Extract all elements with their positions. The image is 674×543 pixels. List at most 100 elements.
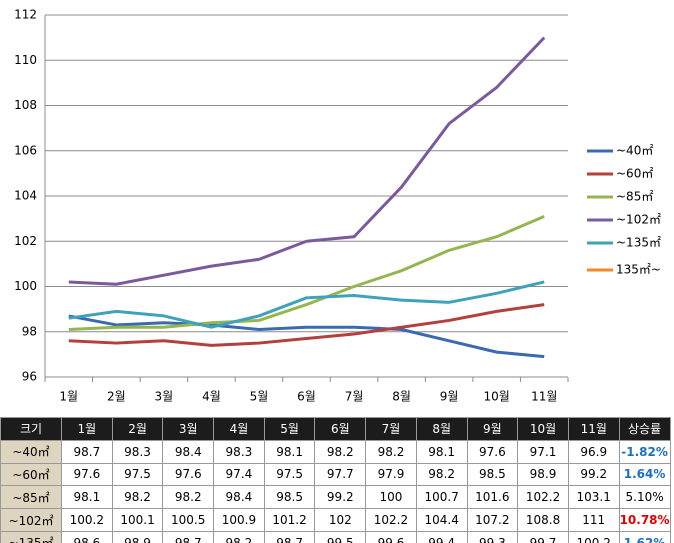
table-cell: 2월 xyxy=(111,417,164,441)
table-cell: 98.4 xyxy=(162,439,215,464)
table-cell: 97.6 xyxy=(61,462,113,487)
table-cell: 102.2 xyxy=(517,485,569,510)
table-cell: 98.1 xyxy=(61,485,113,510)
y-tick-label: 106 xyxy=(14,143,37,157)
table-cell: 100 xyxy=(365,485,417,510)
table-cell: 111 xyxy=(567,508,620,532)
chart: 96 98 100 102 104 106 108 110 112 1월 2월 3월 4월 5월 6월 7월 8… xyxy=(14,8,661,404)
table-cell: 98.1 xyxy=(415,439,468,464)
table-cell: 102 xyxy=(314,508,367,532)
table-cell: 7월 xyxy=(365,417,417,441)
legend-label: 135㎡~ xyxy=(616,263,661,277)
y-tick-label: 96 xyxy=(22,370,37,384)
table-cell: 97.5 xyxy=(263,462,316,487)
table-cell: 101.2 xyxy=(263,508,316,532)
table-cell: 102.2 xyxy=(365,508,417,532)
table-cell: ~135㎡ xyxy=(0,530,62,543)
table-cell: 98.2 xyxy=(365,439,417,464)
table-cell: 100.7 xyxy=(415,485,468,510)
table-cell: 크기 xyxy=(0,417,62,441)
table-row: 크기 1월 2월 3월 4월 5월 6월 7월 8월 9월 10월 11월 상승률 xyxy=(0,417,671,441)
series-line xyxy=(68,280,545,329)
table-cell: 99.5 xyxy=(314,530,367,543)
table-cell: 상승률 xyxy=(618,417,671,441)
table-cell: 10월 xyxy=(517,417,569,441)
table-cell: 98.3 xyxy=(213,439,265,464)
table-cell: 104.4 xyxy=(415,508,468,532)
table-row: ~40㎡ 98.7 98.3 98.4 98.3 98.1 98.2 98.2 98.1 97.6… xyxy=(0,439,671,464)
y-tick-label: 102 xyxy=(14,234,37,248)
table-cell: ~85㎡ xyxy=(0,485,62,510)
table-cell: -1.82% xyxy=(618,439,671,464)
x-tick-label: 4월 xyxy=(202,390,221,404)
table-cell: 98.9 xyxy=(517,462,569,487)
table-cell: 1.62% xyxy=(618,530,671,543)
table-cell: 3월 xyxy=(162,417,215,441)
table-cell: ~40㎡ xyxy=(0,439,62,464)
table-cell: 98.2 xyxy=(415,462,468,487)
table-cell: 100.2 xyxy=(61,508,113,532)
table-cell: 97.4 xyxy=(213,462,265,487)
table-cell: 98.6 xyxy=(61,530,113,543)
table-cell: 98.7 xyxy=(263,530,316,543)
y-tick-label: 112 xyxy=(14,8,37,22)
table-row: ~85㎡ 98.1 98.2 98.2 98.4 98.5 99.2 100 100.7 101.… xyxy=(0,485,671,510)
x-tick-label: 10월 xyxy=(484,390,510,404)
table-cell: ~102㎡ xyxy=(0,508,62,532)
table-cell: 103.1 xyxy=(567,485,620,510)
table-cell: 99.6 xyxy=(365,530,417,543)
table-cell: 98.2 xyxy=(111,485,164,510)
series-line xyxy=(68,303,545,347)
table-cell: 108.8 xyxy=(517,508,569,532)
table-cell: 97.6 xyxy=(162,462,215,487)
table-cell: 98.7 xyxy=(162,530,215,543)
table-cell: 1월 xyxy=(61,417,113,441)
legend-label: ~102㎡ xyxy=(616,213,661,227)
legend-label: ~85㎡ xyxy=(616,190,653,204)
table-row: ~60㎡ 97.6 97.5 97.6 97.4 97.5 97.7 97.9 98.2 98.5… xyxy=(0,462,671,487)
x-tick-label: 1월 xyxy=(59,390,78,404)
table-cell: 98.3 xyxy=(111,439,164,464)
x-tick-label: 3월 xyxy=(155,390,174,404)
legend-label: ~60㎡ xyxy=(616,167,653,181)
table-cell: 98.5 xyxy=(466,462,519,487)
x-tick-label: 7월 xyxy=(345,390,364,404)
table-cell: 97.6 xyxy=(466,439,519,464)
table-cell: 98.9 xyxy=(111,530,164,543)
y-tick-label: 110 xyxy=(14,53,37,67)
table-cell: 99.4 xyxy=(415,530,468,543)
table-cell: 5월 xyxy=(263,417,316,441)
table-cell: 98.2 xyxy=(162,485,215,510)
x-tick-label: 9월 xyxy=(440,390,459,404)
y-tick-label: 104 xyxy=(14,189,37,203)
table-cell: 96.9 xyxy=(567,439,620,464)
table-cell: 97.5 xyxy=(111,462,164,487)
table-cell: 100.1 xyxy=(111,508,164,532)
table-cell: 5.10% xyxy=(618,485,671,510)
table-cell: 97.9 xyxy=(365,462,417,487)
table-cell: 6월 xyxy=(314,417,367,441)
x-tick-label: 5월 xyxy=(250,390,269,404)
table-cell: 107.2 xyxy=(466,508,519,532)
table-cell: 4월 xyxy=(213,417,265,441)
table-cell: 11월 xyxy=(567,417,620,441)
data-table: 크기 1월 2월 3월 4월 5월 6월 7월 8월 9월 10월 11월 상승률 ~40㎡ 98.7 98.… xyxy=(0,417,671,543)
table-cell: 100.9 xyxy=(213,508,265,532)
table-cell: 100.5 xyxy=(162,508,215,532)
series-line xyxy=(68,36,546,286)
legend-label: ~135㎡ xyxy=(616,236,661,250)
table-cell: 98.1 xyxy=(263,439,316,464)
table-row: ~135㎡98.698.998.798.298.799.599.699.499.… xyxy=(0,530,671,543)
table-cell: 98.2 xyxy=(314,439,367,464)
x-tick-label: 11월 xyxy=(531,390,557,404)
table-cell: 97.1 xyxy=(517,439,569,464)
table-cell: 99.7 xyxy=(517,530,569,543)
y-tick-label: 98 xyxy=(22,324,37,338)
series-line xyxy=(68,214,545,331)
legend-label: ~40㎡ xyxy=(616,144,653,158)
x-tick-label: 2월 xyxy=(107,390,126,404)
x-tick-label: 6월 xyxy=(297,390,316,404)
table-cell: 97.7 xyxy=(314,462,367,487)
table-cell: 98.5 xyxy=(263,485,316,510)
